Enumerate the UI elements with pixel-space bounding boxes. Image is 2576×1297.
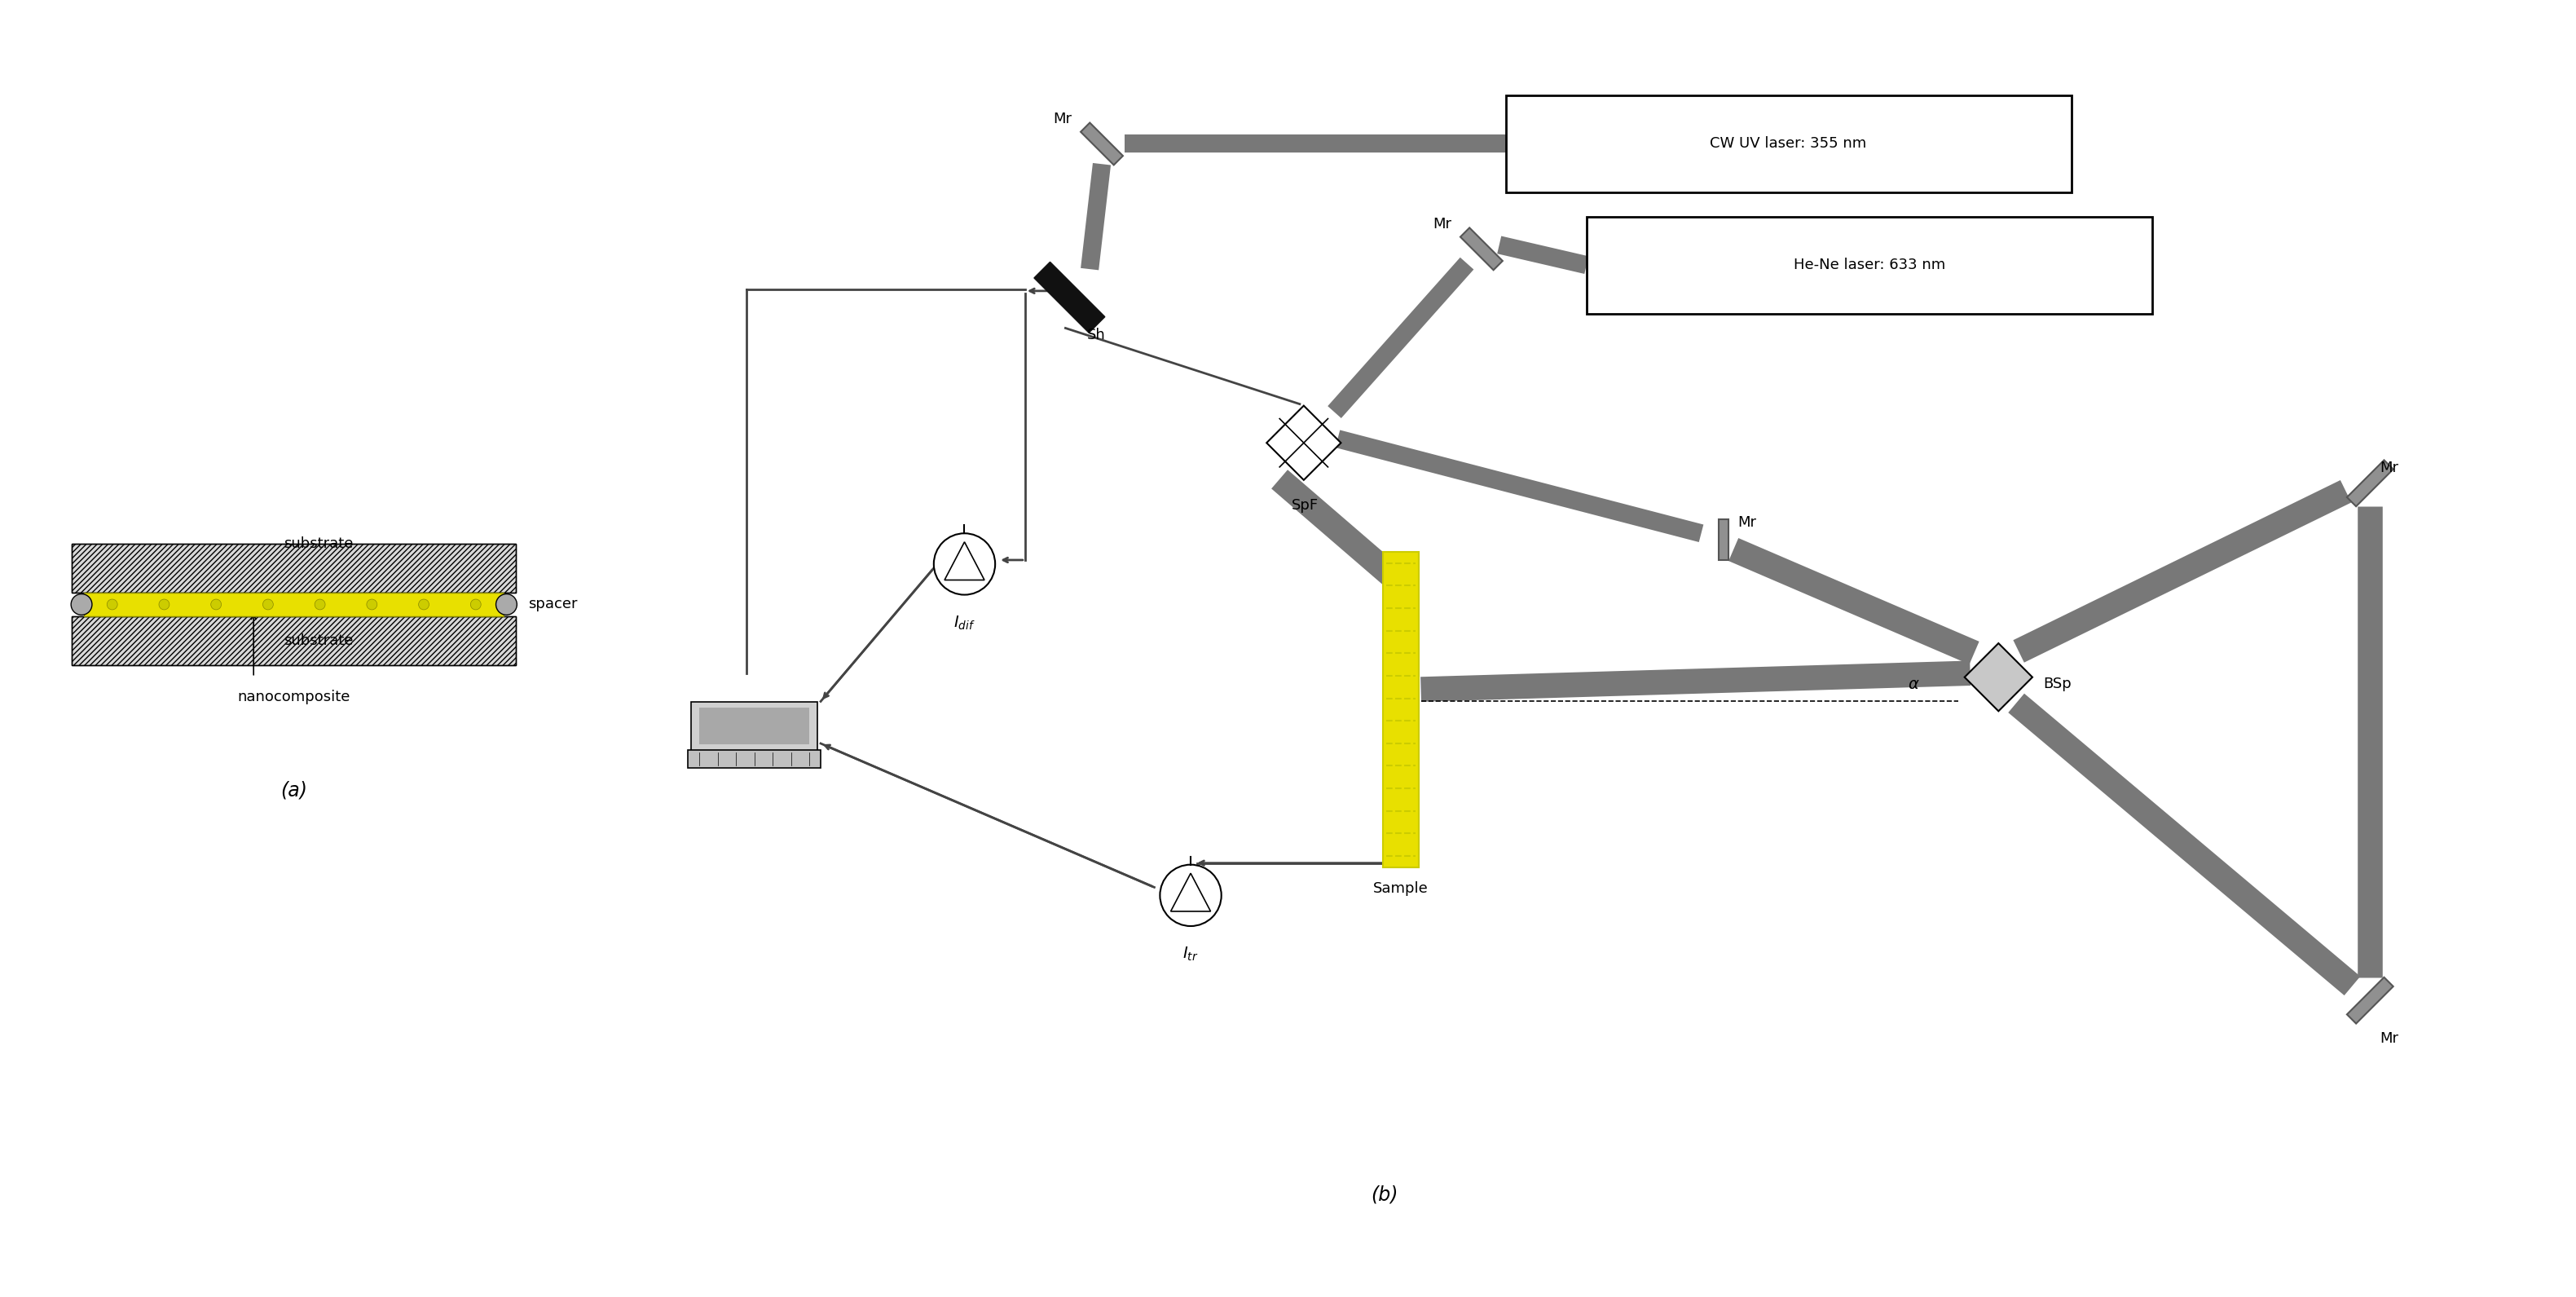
Text: spacer: spacer: [528, 597, 577, 612]
Text: nanocomposite: nanocomposite: [237, 689, 350, 704]
Circle shape: [933, 533, 994, 595]
Text: Mr: Mr: [2380, 1031, 2398, 1045]
Text: Mr: Mr: [1054, 112, 1072, 126]
Text: substrate: substrate: [283, 537, 353, 551]
Circle shape: [497, 594, 518, 615]
Polygon shape: [2347, 977, 2393, 1023]
Bar: [690, 702, 817, 751]
Circle shape: [471, 599, 482, 610]
Text: BSp: BSp: [2043, 676, 2071, 691]
Text: Sample: Sample: [1373, 882, 1427, 896]
Text: (b): (b): [1370, 1184, 1399, 1204]
Circle shape: [263, 599, 273, 610]
Circle shape: [417, 599, 430, 610]
Circle shape: [366, 599, 376, 610]
Bar: [701, 707, 809, 744]
Bar: [72, 616, 515, 665]
Circle shape: [314, 599, 325, 610]
Text: (a): (a): [281, 781, 307, 800]
Circle shape: [211, 599, 222, 610]
Polygon shape: [1461, 228, 1502, 270]
Text: substrate: substrate: [283, 633, 353, 648]
Polygon shape: [1965, 643, 2032, 711]
Bar: [72, 543, 515, 593]
Bar: [688, 750, 822, 768]
Text: SpF: SpF: [1291, 498, 1319, 512]
Text: Mr: Mr: [1739, 515, 1757, 530]
Polygon shape: [1718, 520, 1728, 560]
Polygon shape: [2347, 460, 2393, 506]
Bar: [1587, 217, 2151, 314]
Text: Sh: Sh: [1087, 328, 1105, 342]
Text: He-Ne laser: 633 nm: He-Ne laser: 633 nm: [1793, 258, 1945, 272]
Circle shape: [160, 599, 170, 610]
Bar: [1507, 96, 2071, 192]
Text: Mr: Mr: [2380, 460, 2398, 475]
Circle shape: [1159, 865, 1221, 926]
Circle shape: [72, 594, 93, 615]
Circle shape: [108, 599, 118, 610]
Bar: [85, 593, 505, 616]
Text: CW UV laser: 355 nm: CW UV laser: 355 nm: [1710, 136, 1868, 152]
Bar: [72, 543, 515, 593]
Polygon shape: [1033, 262, 1105, 333]
Text: $I_{dif}$: $I_{dif}$: [953, 615, 976, 632]
Bar: [72, 616, 515, 665]
Text: Mr: Mr: [1432, 217, 1453, 231]
Bar: [1383, 553, 1419, 868]
Polygon shape: [1082, 123, 1123, 165]
Text: $\alpha$: $\alpha$: [1909, 676, 1919, 691]
Text: $I_{tr}$: $I_{tr}$: [1182, 946, 1198, 962]
Polygon shape: [1267, 406, 1342, 480]
